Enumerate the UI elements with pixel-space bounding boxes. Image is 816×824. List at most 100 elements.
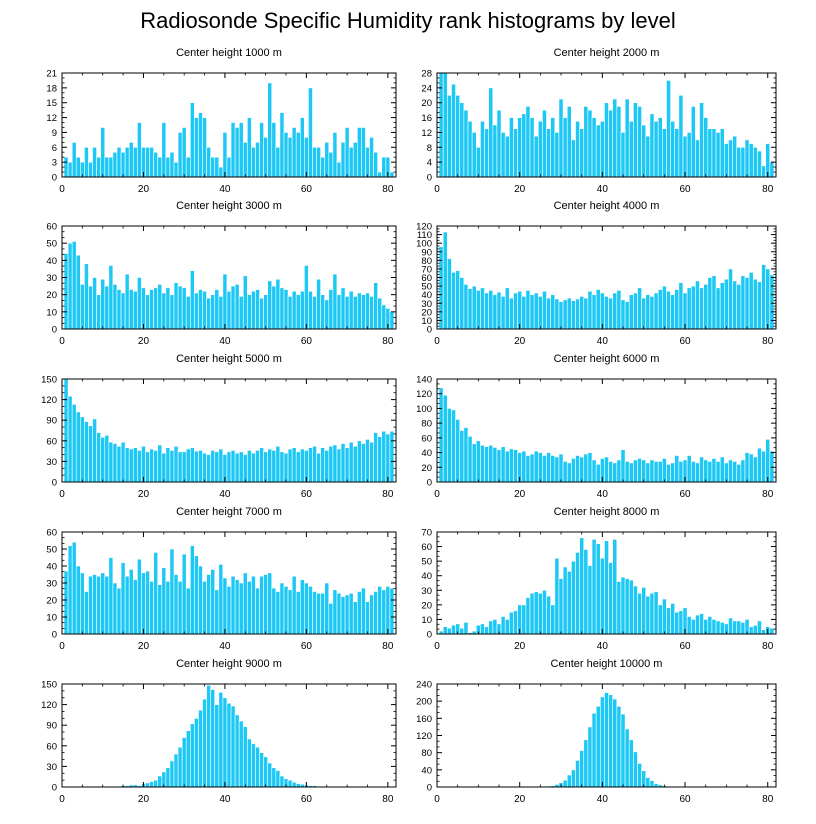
figure-title: Radiosonde Specific Humidity rank histog… <box>140 8 676 33</box>
histogram-bar <box>361 443 366 483</box>
histogram-bar <box>153 552 159 635</box>
histogram-bar <box>757 150 762 178</box>
panel-6: Center height 6000 m 0 20 40 60 80 0 20 40 60 80 10… <box>416 353 777 500</box>
histogram-bar <box>210 569 216 635</box>
x-tick-label: 60 <box>679 641 691 652</box>
histogram-bar <box>529 453 535 483</box>
histogram-bar <box>198 565 203 635</box>
histogram-bar <box>365 146 370 178</box>
histogram-bar <box>177 451 183 483</box>
histogram-bar <box>316 278 321 330</box>
histogram-bar <box>558 301 564 330</box>
histogram-bar <box>96 432 101 483</box>
histogram-bar <box>715 132 721 178</box>
histogram-bar <box>599 557 605 635</box>
histogram-bar <box>666 80 671 178</box>
y-tick-label: 0 <box>427 325 432 336</box>
histogram-bar <box>137 450 142 483</box>
x-tick-label: 0 <box>59 489 65 500</box>
histogram-bar <box>157 444 163 483</box>
histogram-bar <box>267 762 273 788</box>
histogram-bar <box>348 146 354 178</box>
histogram-bar <box>222 577 228 635</box>
histogram-bar <box>198 289 203 330</box>
x-tick-label: 60 <box>679 489 691 500</box>
histogram-bar <box>645 595 651 635</box>
histogram-bar <box>579 750 585 788</box>
histogram-bar <box>177 132 183 178</box>
histogram-bar <box>149 448 154 483</box>
y-tick-label: 20 <box>421 307 432 318</box>
histogram-bar <box>295 294 301 330</box>
x-tick-label: 0 <box>59 641 65 652</box>
histogram-bar <box>757 281 762 330</box>
histogram-bar <box>459 627 465 635</box>
histogram-bar <box>620 576 626 635</box>
histogram-bar <box>124 273 130 330</box>
histogram-bar <box>84 421 89 483</box>
histogram-bar <box>467 436 473 483</box>
histogram-bar <box>624 301 630 330</box>
histogram-bar <box>442 626 448 635</box>
x-tick-label: 40 <box>219 336 231 347</box>
histogram-bar <box>63 570 69 635</box>
histogram-bar <box>628 294 634 330</box>
histogram-bar <box>234 127 240 178</box>
histogram-bar <box>299 579 305 635</box>
histogram-bar <box>389 171 395 178</box>
y-tick-label: 70 <box>421 264 432 275</box>
histogram-bar <box>616 581 622 635</box>
histogram-bar <box>385 586 391 635</box>
histogram-bar <box>637 763 642 788</box>
histogram-bar <box>128 569 134 635</box>
histogram-bar <box>385 433 391 483</box>
histogram-bar <box>480 444 485 483</box>
histogram-bar <box>116 587 122 635</box>
histogram-bar <box>719 622 725 635</box>
histogram-bar <box>71 241 77 330</box>
histogram-bar <box>546 452 551 483</box>
y-tick-label: 0 <box>52 173 57 184</box>
histogram-bar <box>653 461 659 483</box>
histogram-bar <box>181 127 187 178</box>
histogram-bar <box>137 558 142 635</box>
histogram-bar <box>653 120 659 178</box>
histogram-bar <box>583 453 589 483</box>
y-tick-label: 21 <box>46 69 57 80</box>
histogram-bar <box>344 447 350 483</box>
y-tick-label: 40 <box>421 765 432 776</box>
histogram-bar <box>242 726 248 788</box>
histogram-bar <box>752 146 758 178</box>
histogram-bar <box>283 289 289 330</box>
histogram-bar <box>259 297 264 330</box>
histogram-bar <box>157 775 163 788</box>
y-tick-label: 0 <box>52 478 57 489</box>
histogram-bar <box>71 541 77 635</box>
histogram-bar <box>124 146 130 178</box>
histogram-bar <box>173 282 179 330</box>
plot-frame <box>61 72 397 178</box>
histogram-bar <box>744 452 750 483</box>
histogram-bar <box>612 538 618 635</box>
y-tick-label: 20 <box>421 600 432 611</box>
histogram-bar <box>496 291 502 330</box>
plot-frame <box>436 378 777 483</box>
histogram-bar <box>194 450 199 483</box>
histogram-bar <box>67 395 73 483</box>
histogram-bar <box>234 714 240 788</box>
plot-frame <box>61 378 397 483</box>
histogram-bar <box>88 425 93 483</box>
histogram-bar <box>202 117 207 178</box>
histogram-bar <box>348 441 354 483</box>
y-tick-label: 60 <box>46 528 57 539</box>
histogram-bar <box>604 692 609 788</box>
x-tick-label: 40 <box>219 641 231 652</box>
x-tick-label: 40 <box>219 184 231 195</box>
histogram-bar <box>373 432 378 483</box>
histogram-bar <box>369 137 374 178</box>
histogram-bar <box>287 296 293 330</box>
histogram-bar <box>633 102 638 178</box>
histogram-bar <box>263 451 268 483</box>
histogram-bar <box>484 446 489 483</box>
x-tick-label: 80 <box>762 336 774 347</box>
